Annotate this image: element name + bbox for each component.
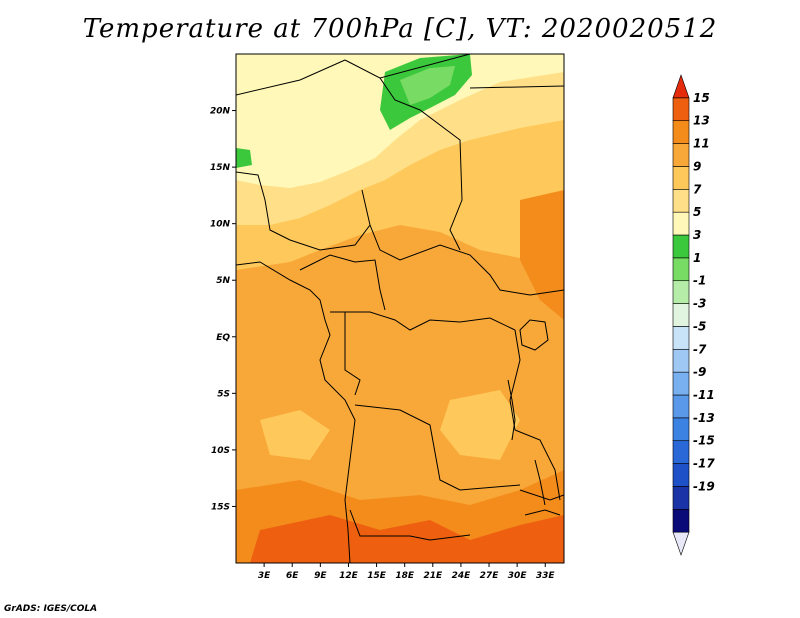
colorbar-segment bbox=[672, 120, 690, 144]
lon-tick-label: 12E bbox=[339, 571, 359, 581]
west-patch bbox=[260, 410, 330, 460]
lon-tick-label: 9E bbox=[314, 571, 327, 581]
lon-tick-label: 21E bbox=[423, 571, 443, 581]
colorbar-segment bbox=[672, 97, 690, 122]
lat-tick-label: EQ bbox=[216, 333, 230, 343]
central-patch bbox=[440, 390, 520, 460]
band-11-east bbox=[520, 190, 564, 320]
lat-tick-label: 10S bbox=[211, 446, 230, 456]
longitude-axis: 3E 6E 9E 12E 15E 18E 21E 24E 27E 30E 33E bbox=[258, 563, 556, 581]
country-borders bbox=[236, 54, 564, 541]
colorbar-label: -13 bbox=[693, 411, 715, 425]
colorbar-segment bbox=[672, 280, 690, 304]
colorbar-label: 11 bbox=[693, 137, 710, 151]
colorbar-segment bbox=[672, 188, 690, 213]
lon-tick-label: 33E bbox=[536, 571, 556, 581]
colorbar-segment bbox=[672, 463, 690, 487]
colorbar-segment bbox=[672, 326, 690, 350]
lat-tick-label: 10N bbox=[210, 220, 231, 230]
colorbar-segment bbox=[672, 257, 690, 282]
lon-tick-label: 30E bbox=[508, 571, 528, 581]
coastline bbox=[236, 261, 356, 563]
colorbar-segment bbox=[672, 508, 690, 533]
colorbar-segment bbox=[672, 211, 690, 236]
lat-tick-label: 20N bbox=[210, 107, 231, 117]
band-green-inner bbox=[400, 66, 455, 105]
colorbar: 15 13 11 9 7 5 3 1 -1 -3 -5 -7 -9 -11 -13 -15 -17 -19 bbox=[672, 74, 715, 556]
lat-tick-label: 5S bbox=[217, 389, 230, 399]
colorbar-upper-triangle bbox=[672, 74, 690, 99]
colorbar-label: -1 bbox=[693, 274, 706, 288]
colorbar-label: -11 bbox=[693, 388, 715, 402]
colorbar-label: -3 bbox=[693, 297, 706, 311]
lat-tick-label: 5N bbox=[216, 276, 230, 286]
lon-tick-label: 27E bbox=[480, 571, 500, 581]
band-13-south bbox=[250, 515, 564, 563]
lat-tick-label: 15S bbox=[211, 502, 230, 512]
lakes bbox=[507, 319, 561, 516]
colorbar-label: -7 bbox=[693, 342, 707, 356]
colorbar-label: -9 bbox=[693, 365, 706, 379]
colorbar-label: 3 bbox=[693, 228, 701, 242]
temperature-field bbox=[236, 54, 564, 563]
lon-tick-label: 18E bbox=[395, 571, 415, 581]
colorbar-segment bbox=[672, 303, 690, 327]
lon-tick-label: 3E bbox=[258, 571, 271, 581]
colorbar-segment bbox=[672, 371, 690, 396]
lon-tick-label: 6E bbox=[286, 571, 299, 581]
colorbar-label: 1 bbox=[693, 251, 701, 265]
chart-title: Temperature at 700hPa [C], VT: 202002051… bbox=[82, 14, 718, 44]
colorbar-label: -15 bbox=[693, 434, 715, 448]
colorbar-segment bbox=[672, 166, 690, 190]
lon-tick-label: 24E bbox=[452, 571, 472, 581]
colorbar-segment bbox=[672, 348, 690, 373]
colorbar-label: 5 bbox=[693, 205, 701, 219]
colorbar-segment bbox=[672, 486, 690, 510]
lon-tick-label: 15E bbox=[367, 571, 387, 581]
colorbar-label: -19 bbox=[693, 479, 715, 493]
colorbar-label: 15 bbox=[693, 91, 710, 105]
colorbar-segment bbox=[672, 394, 690, 419]
colorbar-segment bbox=[672, 417, 690, 442]
colorbar-label: 7 bbox=[693, 182, 702, 196]
colorbar-label: 9 bbox=[693, 159, 701, 173]
latitude-axis: 20N 15N 10N 5N EQ 5S 10S 15S bbox=[210, 107, 236, 512]
band-1-3-west bbox=[236, 148, 252, 168]
colorbar-segment bbox=[672, 234, 690, 259]
grads-credit: GrADS: IGES/COLA bbox=[4, 604, 98, 614]
colorbar-label: 13 bbox=[693, 114, 710, 128]
colorbar-segment bbox=[672, 440, 690, 464]
map-frame bbox=[235, 53, 565, 564]
lat-tick-label: 15N bbox=[210, 163, 231, 173]
colorbar-label: -5 bbox=[693, 319, 706, 333]
colorbar-segment bbox=[672, 143, 690, 167]
colorbar-lower-triangle bbox=[672, 531, 690, 556]
colorbar-label: -17 bbox=[693, 457, 715, 471]
